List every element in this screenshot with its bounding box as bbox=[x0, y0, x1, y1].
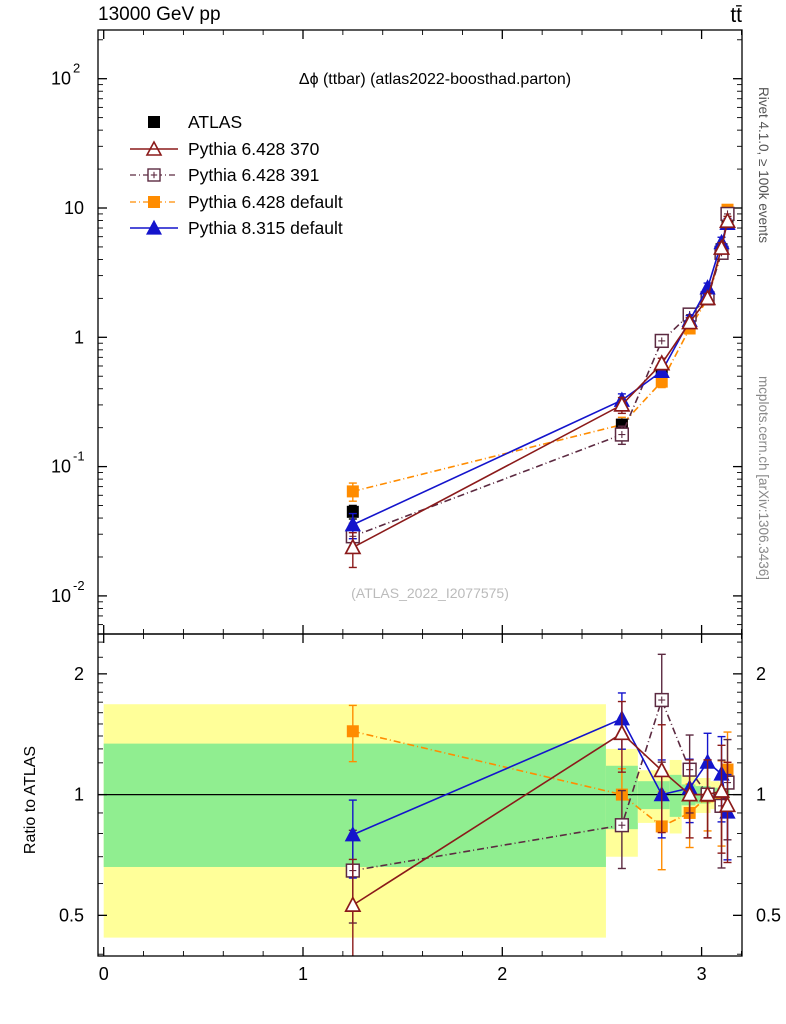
svg-text:mcplots.cern.ch [arXiv:1306.34: mcplots.cern.ch [arXiv:1306.3436] bbox=[756, 376, 771, 580]
svg-text:10: 10 bbox=[64, 198, 84, 218]
svg-text:Ratio to ATLAS: Ratio to ATLAS bbox=[22, 746, 39, 854]
svg-text:0.5: 0.5 bbox=[59, 905, 84, 925]
svg-text:10: 10 bbox=[51, 586, 71, 606]
svg-text:-1: -1 bbox=[73, 449, 85, 464]
svg-text:0: 0 bbox=[99, 964, 109, 984]
svg-text:Pythia 8.315 default: Pythia 8.315 default bbox=[188, 218, 343, 238]
svg-text:Pythia 6.428 default: Pythia 6.428 default bbox=[188, 192, 343, 212]
svg-text:Pythia 6.428 370: Pythia 6.428 370 bbox=[188, 139, 320, 159]
svg-text:ATLAS: ATLAS bbox=[188, 112, 242, 132]
svg-text:tt̄: tt̄ bbox=[730, 4, 742, 27]
svg-text:2: 2 bbox=[74, 664, 84, 684]
svg-text:Rivet 4.1.0, ≥ 100k events: Rivet 4.1.0, ≥ 100k events bbox=[756, 87, 771, 243]
svg-text:3: 3 bbox=[697, 964, 707, 984]
svg-text:2: 2 bbox=[497, 964, 507, 984]
svg-text:(ATLAS_2022_I2077575): (ATLAS_2022_I2077575) bbox=[351, 585, 509, 601]
svg-text:1: 1 bbox=[298, 964, 308, 984]
svg-text:0.5: 0.5 bbox=[756, 905, 781, 925]
svg-text:1: 1 bbox=[74, 785, 84, 805]
svg-text:Pythia 6.428 391: Pythia 6.428 391 bbox=[188, 165, 319, 185]
svg-text:1: 1 bbox=[756, 785, 766, 805]
svg-text:1: 1 bbox=[74, 327, 84, 347]
svg-text:-2: -2 bbox=[73, 578, 85, 593]
svg-text:10: 10 bbox=[51, 69, 71, 89]
svg-text:2: 2 bbox=[756, 664, 766, 684]
svg-text:10: 10 bbox=[51, 457, 71, 477]
svg-text:Δϕ (ttbar) (atlas2022-boosthad: Δϕ (ttbar) (atlas2022-boosthad.parton) bbox=[299, 71, 571, 88]
svg-text:13000 GeV pp: 13000 GeV pp bbox=[98, 4, 221, 25]
svg-text:2: 2 bbox=[73, 61, 80, 76]
